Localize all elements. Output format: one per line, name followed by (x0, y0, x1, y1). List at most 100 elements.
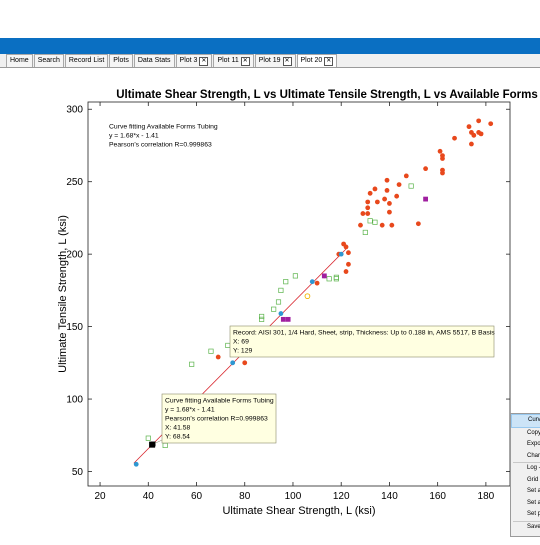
point-tooltip-2-line: Record: AISI 301, 1/4 Hard, Sheet, strip… (233, 330, 495, 337)
tab-plot-11[interactable]: Plot 11 ✕ (213, 54, 254, 67)
tab-plot-20[interactable]: Plot 20 ✕ (296, 54, 338, 67)
data-point (367, 218, 373, 224)
data-point (387, 201, 392, 206)
data-point (396, 182, 402, 187)
tab-plots[interactable]: Plots (109, 54, 133, 67)
close-icon[interactable]: ✕ (282, 57, 292, 66)
data-point (358, 222, 363, 228)
menu-separator (513, 520, 540, 522)
tab-label: Plot 3 (179, 57, 198, 64)
plot-panel: Ultimate Shear Strength, L vs Ultimate T… (0, 68, 540, 540)
context-menu-item[interactable]: Char (527, 452, 540, 459)
data-point (384, 187, 390, 193)
data-point (476, 118, 482, 124)
tab-data-stats[interactable]: Data Stats (133, 54, 175, 67)
data-point (488, 121, 494, 127)
y-tick-label: 300 (66, 105, 83, 116)
data-point (338, 251, 344, 257)
data-point (145, 435, 151, 441)
point-tooltip-2-line: Y: 129 (233, 348, 252, 355)
fit-info-box-line: y = 1.68*x - 1.41 (109, 133, 159, 140)
x-tick-label: 140 (381, 491, 398, 502)
data-point (466, 124, 472, 130)
tab-plot-3[interactable]: Plot 3 ✕ (175, 54, 213, 67)
point-tooltip-1-line: Curve fitting Available Forms Tubing (165, 398, 274, 405)
tab-label: Plots (113, 57, 129, 64)
fit-info-box-bg (106, 120, 224, 151)
data-point (259, 316, 265, 322)
data-point (360, 211, 366, 216)
tab-search[interactable]: Search (33, 54, 64, 67)
tab-home[interactable]: Home (6, 54, 33, 67)
tab-label: Search (37, 57, 60, 64)
context-menu-item[interactable]: Set p (527, 511, 540, 517)
data-point (469, 141, 474, 147)
data-point (394, 193, 400, 199)
data-point (374, 199, 380, 205)
x-tick-label: 180 (478, 491, 495, 502)
data-point (133, 461, 139, 467)
data-point (387, 209, 392, 215)
data-point (408, 183, 414, 189)
tab-label: Home (10, 57, 29, 64)
tab-bar: Home Search Record List Plots Data Stats Plot… (0, 54, 540, 68)
context-menu-item[interactable]: Curv (511, 414, 540, 428)
context-menu-item[interactable]: Save (527, 523, 540, 530)
close-icon[interactable]: ✕ (199, 57, 209, 66)
fit-info-box-line: Pearson's correlation R=0.999863 (109, 142, 212, 149)
tab-label: Plot 20 (300, 57, 323, 64)
x-tick-label: 40 (143, 491, 155, 502)
data-point (304, 293, 311, 300)
data-point (309, 279, 315, 285)
data-point (259, 313, 265, 320)
tab-label: Plot 19 (258, 57, 281, 64)
point-tooltip-1: Curve fitting Available Forms Tubing y = … (161, 393, 277, 444)
data-point (423, 196, 428, 202)
context-menu-item[interactable]: Set a (527, 488, 540, 494)
context-menu-item[interactable]: Log - (527, 465, 540, 471)
tab-record-list[interactable]: Record List (64, 54, 109, 67)
y-tick-label: 50 (72, 467, 84, 478)
data-point (283, 279, 289, 285)
tab-plot-19[interactable]: Plot 19 ✕ (254, 54, 296, 67)
data-point (365, 205, 371, 211)
data-point (478, 131, 484, 137)
plot-area (87, 101, 511, 487)
data-point (278, 287, 284, 293)
data-point (230, 360, 236, 366)
context-menu-item[interactable]: Expo (527, 441, 540, 447)
x-tick-label: 80 (239, 491, 251, 502)
x-tick-label: 60 (191, 491, 203, 502)
close-icon[interactable]: ✕ (240, 57, 250, 66)
data-point (372, 186, 378, 192)
tab-label: Plot 11 (217, 57, 239, 64)
data-point (379, 222, 385, 228)
data-point (452, 135, 457, 141)
context-menu: Curv Copy Expo Char Log - Grid Set a Set a Set p… (510, 413, 540, 537)
x-tick-label: 20 (94, 491, 106, 502)
fit-info-box: Curve fitting Available Forms Tubing y = … (106, 120, 224, 151)
data-point (346, 250, 351, 256)
tab-label: Data Stats (137, 57, 171, 64)
data-point (280, 316, 286, 322)
x-tick-label: 120 (333, 491, 350, 502)
data-point (343, 244, 349, 250)
data-point (403, 173, 409, 179)
context-menu-item[interactable]: Grid (527, 476, 539, 483)
data-point (346, 261, 351, 267)
data-point (271, 306, 277, 312)
data-point (471, 132, 477, 138)
context-menu-item[interactable]: Set a (527, 499, 540, 506)
close-icon[interactable]: ✕ (324, 57, 334, 66)
point-tooltip-2-bg (229, 325, 495, 358)
title-area (0, 0, 540, 38)
point-tooltip-2: Record: AISI 301, 1/4 Hard, Sheet, strip… (229, 325, 495, 358)
data-point (278, 311, 284, 316)
data-point (372, 219, 378, 225)
data-point (314, 280, 320, 286)
data-point (423, 166, 428, 172)
context-menu-item[interactable]: Copy (527, 429, 540, 436)
data-point (285, 316, 291, 322)
point-tooltip-1-line: y = 1.68*x - 1.41 (165, 407, 215, 414)
y-axis-label: Ultimate Tensile Strength, L (ksi) (57, 215, 69, 373)
